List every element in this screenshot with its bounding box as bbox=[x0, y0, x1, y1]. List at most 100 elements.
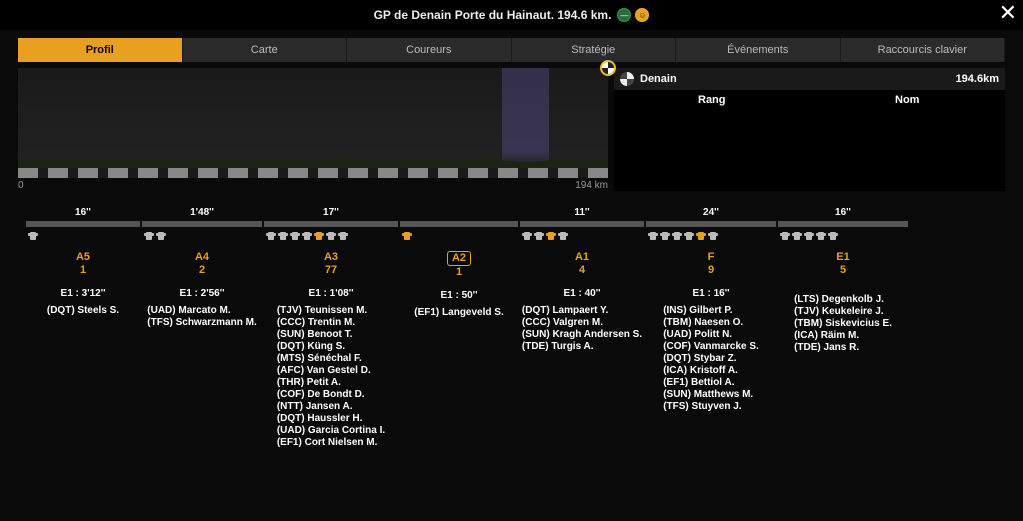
gap-label: 16'' bbox=[75, 207, 91, 218]
riders-list: (UAD) Marcato M.(TFS) Schwarzmann M. bbox=[147, 305, 256, 328]
gap-bar: 17'' bbox=[264, 221, 398, 227]
rider: (TJV) Teunissen M. bbox=[277, 305, 385, 316]
group-code: F bbox=[708, 251, 715, 264]
group-time: E1 : 50'' bbox=[441, 290, 478, 301]
riders-list: (LTS) Degenkolb J.(TJV) Keukeleire J.(TB… bbox=[794, 294, 892, 353]
gap-bar: 11'' bbox=[520, 221, 644, 227]
rider: (DQT) Stybar Z. bbox=[663, 353, 759, 364]
tab-profil[interactable]: Profil bbox=[18, 38, 183, 62]
group-time: E1 : 3'12'' bbox=[61, 288, 106, 299]
groups-row: A51E1 : 3'12''(DQT) Steels S.A42E1 : 2'5… bbox=[26, 251, 997, 448]
jersey-cell bbox=[400, 229, 518, 245]
groups-area: 16''1'48''17''11''24''16'' A51E1 : 3'12'… bbox=[0, 221, 1023, 448]
gap-bar: 24'' bbox=[646, 221, 776, 227]
jersey-icon bbox=[534, 232, 544, 242]
rider: (SUN) Matthews M. bbox=[663, 389, 759, 400]
jersey-icon bbox=[546, 232, 556, 242]
scale-end: 194 km bbox=[575, 180, 608, 191]
gap-label: 24'' bbox=[703, 207, 719, 218]
rider: (SUN) Kragh Andersen S. bbox=[522, 329, 642, 340]
jersey-icon bbox=[558, 232, 568, 242]
rider: (SUN) Benoot T. bbox=[277, 329, 385, 340]
group-code: A3 bbox=[324, 251, 338, 264]
group-code: A5 bbox=[76, 251, 90, 264]
weather-icon: ☺ bbox=[635, 8, 649, 22]
rider: (UAD) Politt N. bbox=[663, 329, 759, 340]
group-count: 9 bbox=[708, 264, 714, 276]
rider: (EF1) Cort Nielsen M. bbox=[277, 437, 385, 448]
tab-raccourcis-clavier[interactable]: Raccourcis clavier bbox=[841, 38, 1006, 62]
jersey-icon bbox=[278, 232, 288, 242]
jersey-icon bbox=[28, 232, 38, 242]
group-time: E1 : 2'56'' bbox=[180, 288, 225, 299]
tab-coureurs[interactable]: Coureurs bbox=[347, 38, 512, 62]
rider: (EF1) Bettiol A. bbox=[663, 377, 759, 388]
rider: (UAD) Marcato M. bbox=[147, 305, 256, 316]
group-column[interactable]: F9E1 : 16''(INS) Gilbert P.(TBM) Naesen … bbox=[646, 251, 776, 448]
jersey-icon bbox=[338, 232, 348, 242]
rider: (AFC) Van Gestel D. bbox=[277, 365, 385, 376]
group-code: A4 bbox=[195, 251, 209, 264]
group-column[interactable]: A14 E1 : 40'' (DQT) Lampaert Y.(CCC) Valgr… bbox=[520, 251, 644, 448]
riders-list: (TJV) Teunissen M.(CCC) Trentin M.(SUN) … bbox=[277, 305, 385, 448]
jersey-icon bbox=[780, 232, 790, 242]
jersey-cell bbox=[646, 229, 776, 245]
gap-bars: 16''1'48''17''11''24''16'' bbox=[26, 221, 997, 227]
gap-bar: 1'48'' bbox=[142, 221, 262, 227]
jersey-cell bbox=[26, 229, 140, 245]
group-code: A1 bbox=[575, 251, 589, 264]
checkered-flag-icon bbox=[620, 72, 634, 86]
jersey-icon bbox=[660, 232, 670, 242]
gap-label: 1'48'' bbox=[190, 207, 214, 218]
rider: (COF) Vanmarcke S. bbox=[663, 341, 759, 352]
jersey-icon bbox=[326, 232, 336, 242]
group-column[interactable]: A51E1 : 3'12''(DQT) Steels S. bbox=[26, 251, 140, 448]
jersey-icon bbox=[266, 232, 276, 242]
riders-list: (EF1) Langeveld S. bbox=[414, 307, 503, 318]
race-title: GP de Denain Porte du Hainaut. 194.6 km. bbox=[374, 8, 612, 22]
col-name: Nom bbox=[810, 94, 1006, 106]
gap-bar: 16'' bbox=[26, 221, 140, 227]
group-column[interactable]: A21E1 : 50''(EF1) Langeveld S. bbox=[400, 251, 518, 448]
gap-bar bbox=[400, 221, 518, 227]
flat-icon: — bbox=[617, 8, 631, 22]
right-panel-header: Denain 194.6km bbox=[614, 68, 1005, 90]
gap-bar: 16'' bbox=[778, 221, 908, 227]
finish-distance: 194.6km bbox=[956, 73, 999, 85]
group-column[interactable]: A377E1 : 1'08''(TJV) Teunissen M.(CCC) T… bbox=[264, 251, 398, 448]
profile-chart[interactable]: 0 194 km bbox=[18, 68, 608, 191]
close-button[interactable]: ✕ bbox=[999, 2, 1017, 24]
tab-carte[interactable]: Carte bbox=[183, 38, 348, 62]
gap-label: 16'' bbox=[835, 207, 851, 218]
right-panel-columns: Rang Nom bbox=[614, 90, 1005, 110]
group-column[interactable]: A42E1 : 2'56''(UAD) Marcato M.(TFS) Schw… bbox=[142, 251, 262, 448]
gap-label: 11'' bbox=[574, 207, 589, 218]
rider: (DQT) Lampaert Y. bbox=[522, 305, 642, 316]
right-panel: Denain 194.6km Rang Nom bbox=[614, 68, 1005, 191]
header: GP de Denain Porte du Hainaut. 194.6 km.… bbox=[0, 0, 1023, 30]
group-time: E1 : 40'' bbox=[564, 288, 601, 299]
title-icons: — ☺ bbox=[617, 8, 649, 22]
rider: (TDE) Jans R. bbox=[794, 342, 892, 353]
finish-city: Denain bbox=[640, 73, 956, 85]
jersey-cell bbox=[264, 229, 398, 245]
distance-scale: 0 194 km bbox=[18, 180, 608, 191]
tab--v-nements[interactable]: Événements bbox=[676, 38, 841, 62]
rider: (DQT) Steels S. bbox=[47, 305, 119, 316]
group-time: E1 : 1'08'' bbox=[309, 288, 354, 299]
tab-bar: ProfilCarteCoureursStratégieÉvénementsRa… bbox=[18, 38, 1005, 62]
jersey-icon bbox=[804, 232, 814, 242]
rider: (LTS) Degenkolb J. bbox=[794, 294, 892, 305]
jersey-cell bbox=[142, 229, 262, 245]
elevation-peaks bbox=[18, 154, 608, 168]
rider: (MTS) Sénéchal F. bbox=[277, 353, 385, 364]
rider: (CCC) Valgren M. bbox=[522, 317, 642, 328]
rider: (COF) De Bondt D. bbox=[277, 389, 385, 400]
jersey-icon bbox=[828, 232, 838, 242]
tab-strat-gie[interactable]: Stratégie bbox=[512, 38, 677, 62]
group-code: A2 bbox=[447, 251, 471, 266]
group-column[interactable]: E15(LTS) Degenkolb J.(TJV) Keukeleire J.… bbox=[778, 251, 908, 448]
jersey-icon bbox=[648, 232, 658, 242]
group-count: 4 bbox=[579, 264, 585, 276]
riders-list: (DQT) Lampaert Y.(CCC) Valgren M.(SUN) K… bbox=[522, 305, 642, 352]
